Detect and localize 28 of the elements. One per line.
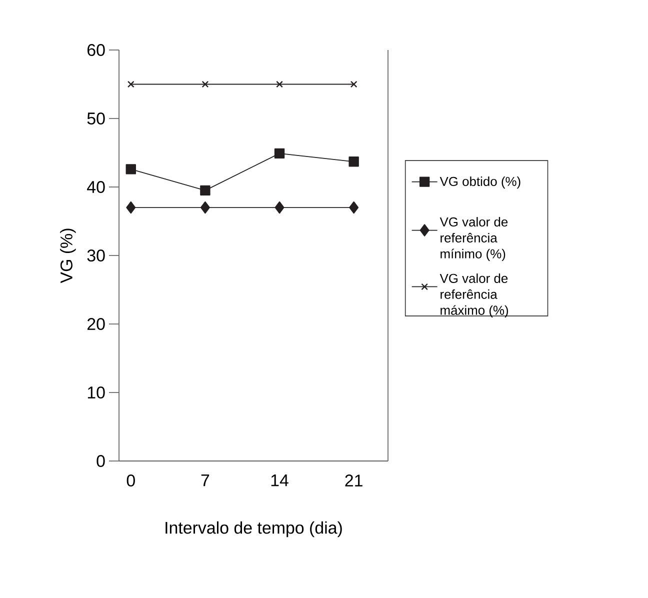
point [274, 148, 285, 159]
legend-label: VG valor de referência máximo (%) [440, 273, 508, 318]
point [126, 164, 136, 174]
y-axis-title: VG (%) [60, 228, 76, 284]
x-tick-label: 0 [126, 474, 135, 487]
y-tick-label: 50 [87, 112, 105, 124]
legend-label: VG valor de referência mínimo (%) [440, 217, 508, 261]
x-axis-title: Intervalo de tempo (dia) [166, 521, 342, 538]
point [348, 156, 359, 167]
legend-label: VG obtido (%) [440, 176, 520, 189]
point [276, 80, 283, 88]
y-tick-label: 40 [87, 181, 105, 193]
point [126, 201, 136, 214]
point [200, 185, 210, 196]
point [349, 201, 359, 214]
y-tick-label: 10 [88, 386, 105, 398]
point [127, 80, 134, 88]
x-tick-label: 21 [345, 474, 362, 486]
point [350, 80, 358, 88]
point [202, 80, 209, 88]
x-tick-label: 7 [201, 474, 210, 486]
y-tick-label: 30 [87, 250, 105, 262]
point [274, 201, 284, 214]
y-tick-label: 20 [88, 318, 105, 330]
y-tick-label: 0 [96, 455, 105, 467]
y-tick-label: 60 [88, 44, 105, 56]
point [200, 201, 210, 214]
x-tick-label: 14 [271, 474, 288, 486]
